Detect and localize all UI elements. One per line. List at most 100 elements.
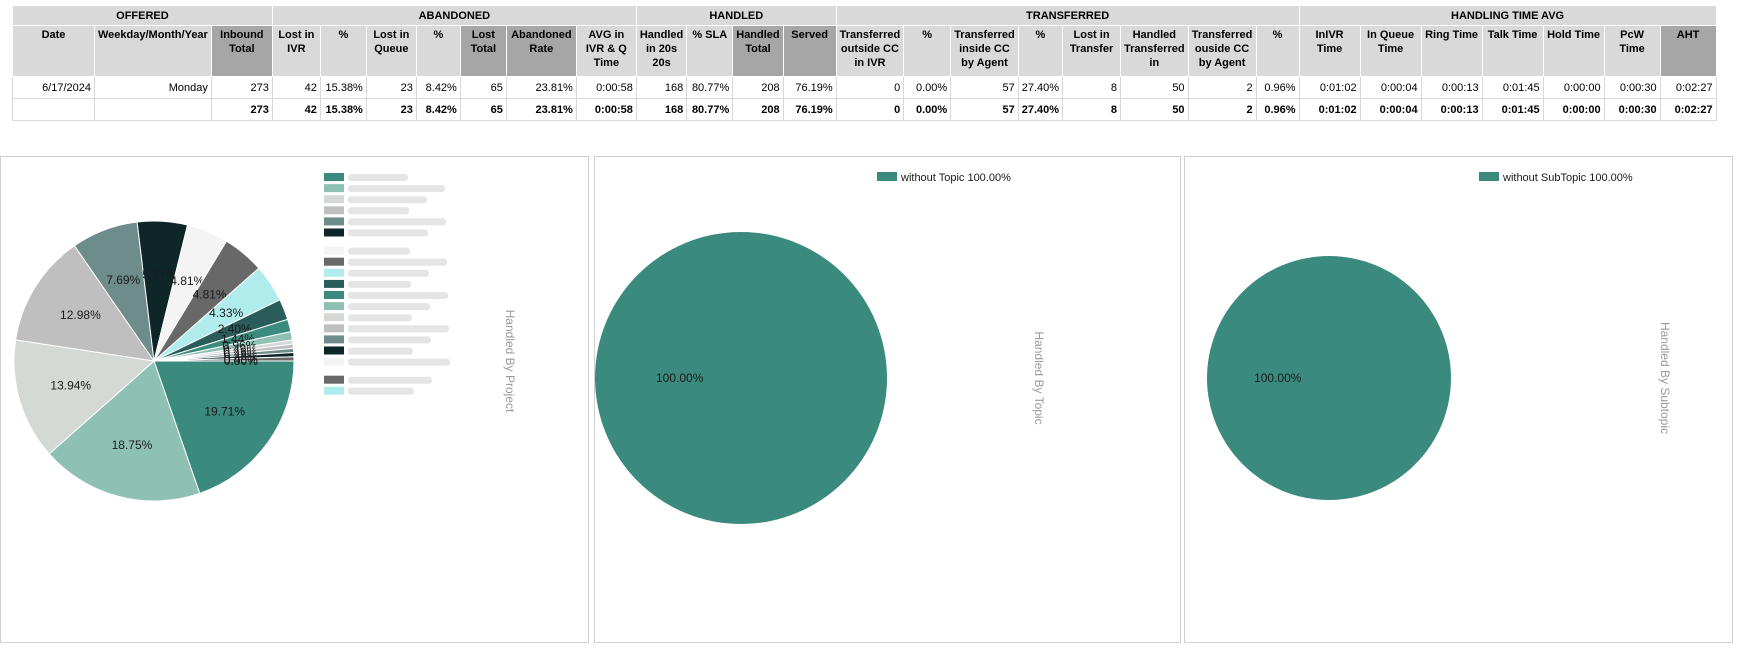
table-cell: 273 bbox=[210, 76, 273, 99]
legend-swatch bbox=[324, 268, 344, 277]
pie-slice bbox=[13, 339, 156, 455]
table-cell: 0 bbox=[835, 98, 905, 121]
legend-label-obscured bbox=[348, 387, 414, 395]
table-cell: 0:02:27 bbox=[1659, 76, 1717, 99]
table-total-row: 273 42 15.38% 23 8.42% 65 23.81% 0:00:58 168 80.7… bbox=[12, 98, 1717, 121]
legend-swatch bbox=[324, 279, 344, 288]
table-cell: 0.96% bbox=[1255, 98, 1300, 121]
table-cell: 0:01:02 bbox=[1298, 76, 1361, 99]
legend-label-obscured bbox=[348, 269, 429, 277]
table-cell: 50 bbox=[1120, 98, 1189, 121]
table-cell: 8 bbox=[1062, 76, 1122, 99]
table-cell: 208 bbox=[732, 76, 784, 99]
table-cell: 65 bbox=[459, 98, 507, 121]
table-cell: 27.40% bbox=[1017, 98, 1064, 121]
table-cell: 208 bbox=[732, 98, 784, 121]
chart-title: Handled By Subtopic bbox=[1658, 322, 1672, 434]
legend-label-obscured bbox=[348, 347, 413, 355]
table-cell: 27.40% bbox=[1017, 76, 1064, 99]
legend-label-obscured bbox=[348, 358, 450, 366]
column-header: % bbox=[415, 25, 461, 77]
table-cell: 0:00:58 bbox=[575, 76, 637, 99]
column-header: % bbox=[1255, 25, 1300, 77]
slice-label: 4.33% bbox=[209, 306, 243, 320]
slice-label: 4.81% bbox=[170, 274, 204, 288]
column-header: AHT bbox=[1659, 25, 1717, 77]
table-cell: Monday bbox=[94, 76, 212, 99]
chart-title: Handled By Topic bbox=[1032, 331, 1046, 424]
table-cell: 8.42% bbox=[415, 98, 461, 121]
column-header: Handled Total bbox=[732, 25, 784, 77]
column-header: Transferred outside CC in IVR bbox=[835, 25, 905, 77]
pie-slice bbox=[1207, 256, 1451, 500]
column-header: Abandoned Rate bbox=[505, 25, 577, 77]
legend-swatch bbox=[877, 172, 897, 181]
column-header: InIVR Time bbox=[1298, 25, 1361, 77]
legend-label: without Topic 100.00% bbox=[900, 172, 1011, 184]
table-cell: 0:00:13 bbox=[1420, 76, 1483, 99]
legend-label-obscured bbox=[348, 185, 445, 193]
legend-label: without SubTopic 100.00% bbox=[1502, 172, 1633, 184]
legend-swatch bbox=[324, 313, 344, 322]
pie-chart-project: 19.71%18.75%13.94%12.98%7.69% 5.77%4.81%4… bbox=[13, 173, 517, 502]
slice-label: 100.00% bbox=[1254, 371, 1302, 385]
table-cell: 0:00:13 bbox=[1420, 98, 1483, 121]
pie-slice bbox=[153, 356, 295, 362]
table-group-header-row: OFFERED ABANDONED HANDLED TRANSFERRED HANDLI… bbox=[12, 5, 1717, 26]
table-cell: 80.77% bbox=[686, 98, 734, 121]
column-header: % bbox=[903, 25, 952, 77]
legend-label-obscured bbox=[348, 303, 430, 311]
column-header: Lost Total bbox=[459, 25, 507, 77]
table-cell: 50 bbox=[1120, 76, 1189, 99]
column-header: Talk Time bbox=[1481, 25, 1544, 77]
legend-swatch bbox=[324, 386, 344, 395]
table-cell: 15.38% bbox=[319, 98, 367, 121]
column-header: % bbox=[1017, 25, 1064, 77]
table-cell: 23.81% bbox=[505, 76, 577, 99]
legend-label-obscured bbox=[348, 258, 447, 266]
legend-label-obscured bbox=[348, 247, 410, 255]
slice-label: 7.69% bbox=[106, 273, 140, 287]
legend-swatch bbox=[324, 195, 344, 204]
legend-label-obscured bbox=[348, 280, 411, 288]
legend-swatch bbox=[324, 246, 344, 255]
table-cell: 0:00:04 bbox=[1359, 76, 1422, 99]
column-header: AVG in IVR & Q Time bbox=[575, 25, 637, 77]
column-header: Handled in 20s 20s bbox=[635, 25, 688, 77]
table-cell: 65 bbox=[459, 76, 507, 99]
column-header: Lost in Transfer bbox=[1062, 25, 1122, 77]
table-cell: 42 bbox=[271, 76, 321, 99]
legend-swatch bbox=[324, 357, 344, 366]
column-header: Transferred ouside CC by Agent bbox=[1187, 25, 1257, 77]
chart-panel-subtopic: 100.00% Handled By Subtopic without SubTop… bbox=[1184, 156, 1733, 643]
legend-label-obscured bbox=[348, 207, 409, 215]
group-header: OFFERED bbox=[12, 5, 273, 26]
table-cell: 0:00:00 bbox=[1542, 76, 1605, 99]
column-header: % bbox=[319, 25, 367, 77]
legend-swatch bbox=[324, 302, 344, 311]
table-cell: 57 bbox=[950, 76, 1019, 99]
table-cell: 0.00% bbox=[903, 76, 952, 99]
table-cell: 15.38% bbox=[319, 76, 367, 99]
column-header: Ring Time bbox=[1420, 25, 1483, 77]
legend-label-obscured bbox=[348, 229, 428, 237]
table-cell: 80.77% bbox=[686, 76, 734, 99]
group-header: ABANDONED bbox=[271, 5, 637, 26]
chart-panel-project: 19.71% 18.75% 13.94% 12.98% 7.69% 5.77% 4.81% 4… bbox=[0, 156, 589, 643]
group-header: HANDLING TIME AVG bbox=[1298, 5, 1717, 26]
legend-label-obscured bbox=[348, 174, 408, 181]
slice-label: 100.00% bbox=[656, 371, 704, 385]
table-cell: 57 bbox=[950, 98, 1019, 121]
pie-slice bbox=[595, 232, 887, 524]
column-header: Inbound Total bbox=[210, 25, 273, 77]
column-header: Served bbox=[782, 25, 837, 77]
table-cell: 2 bbox=[1187, 76, 1257, 99]
table-cell: 0 bbox=[835, 76, 905, 99]
pie-chart-topic: 100.00% Handled By Topic without Topic 100… bbox=[595, 172, 1046, 524]
table-body: 6/17/2024 Monday 273 42 15.38% 23 8.42% 65 23.81… bbox=[12, 76, 1717, 121]
legend-label-obscured bbox=[348, 376, 432, 384]
column-header: Hold Time bbox=[1542, 25, 1605, 77]
column-header: Date bbox=[12, 25, 95, 77]
slice-label: 0.48% bbox=[224, 353, 258, 367]
legend-label-obscured bbox=[348, 325, 449, 333]
